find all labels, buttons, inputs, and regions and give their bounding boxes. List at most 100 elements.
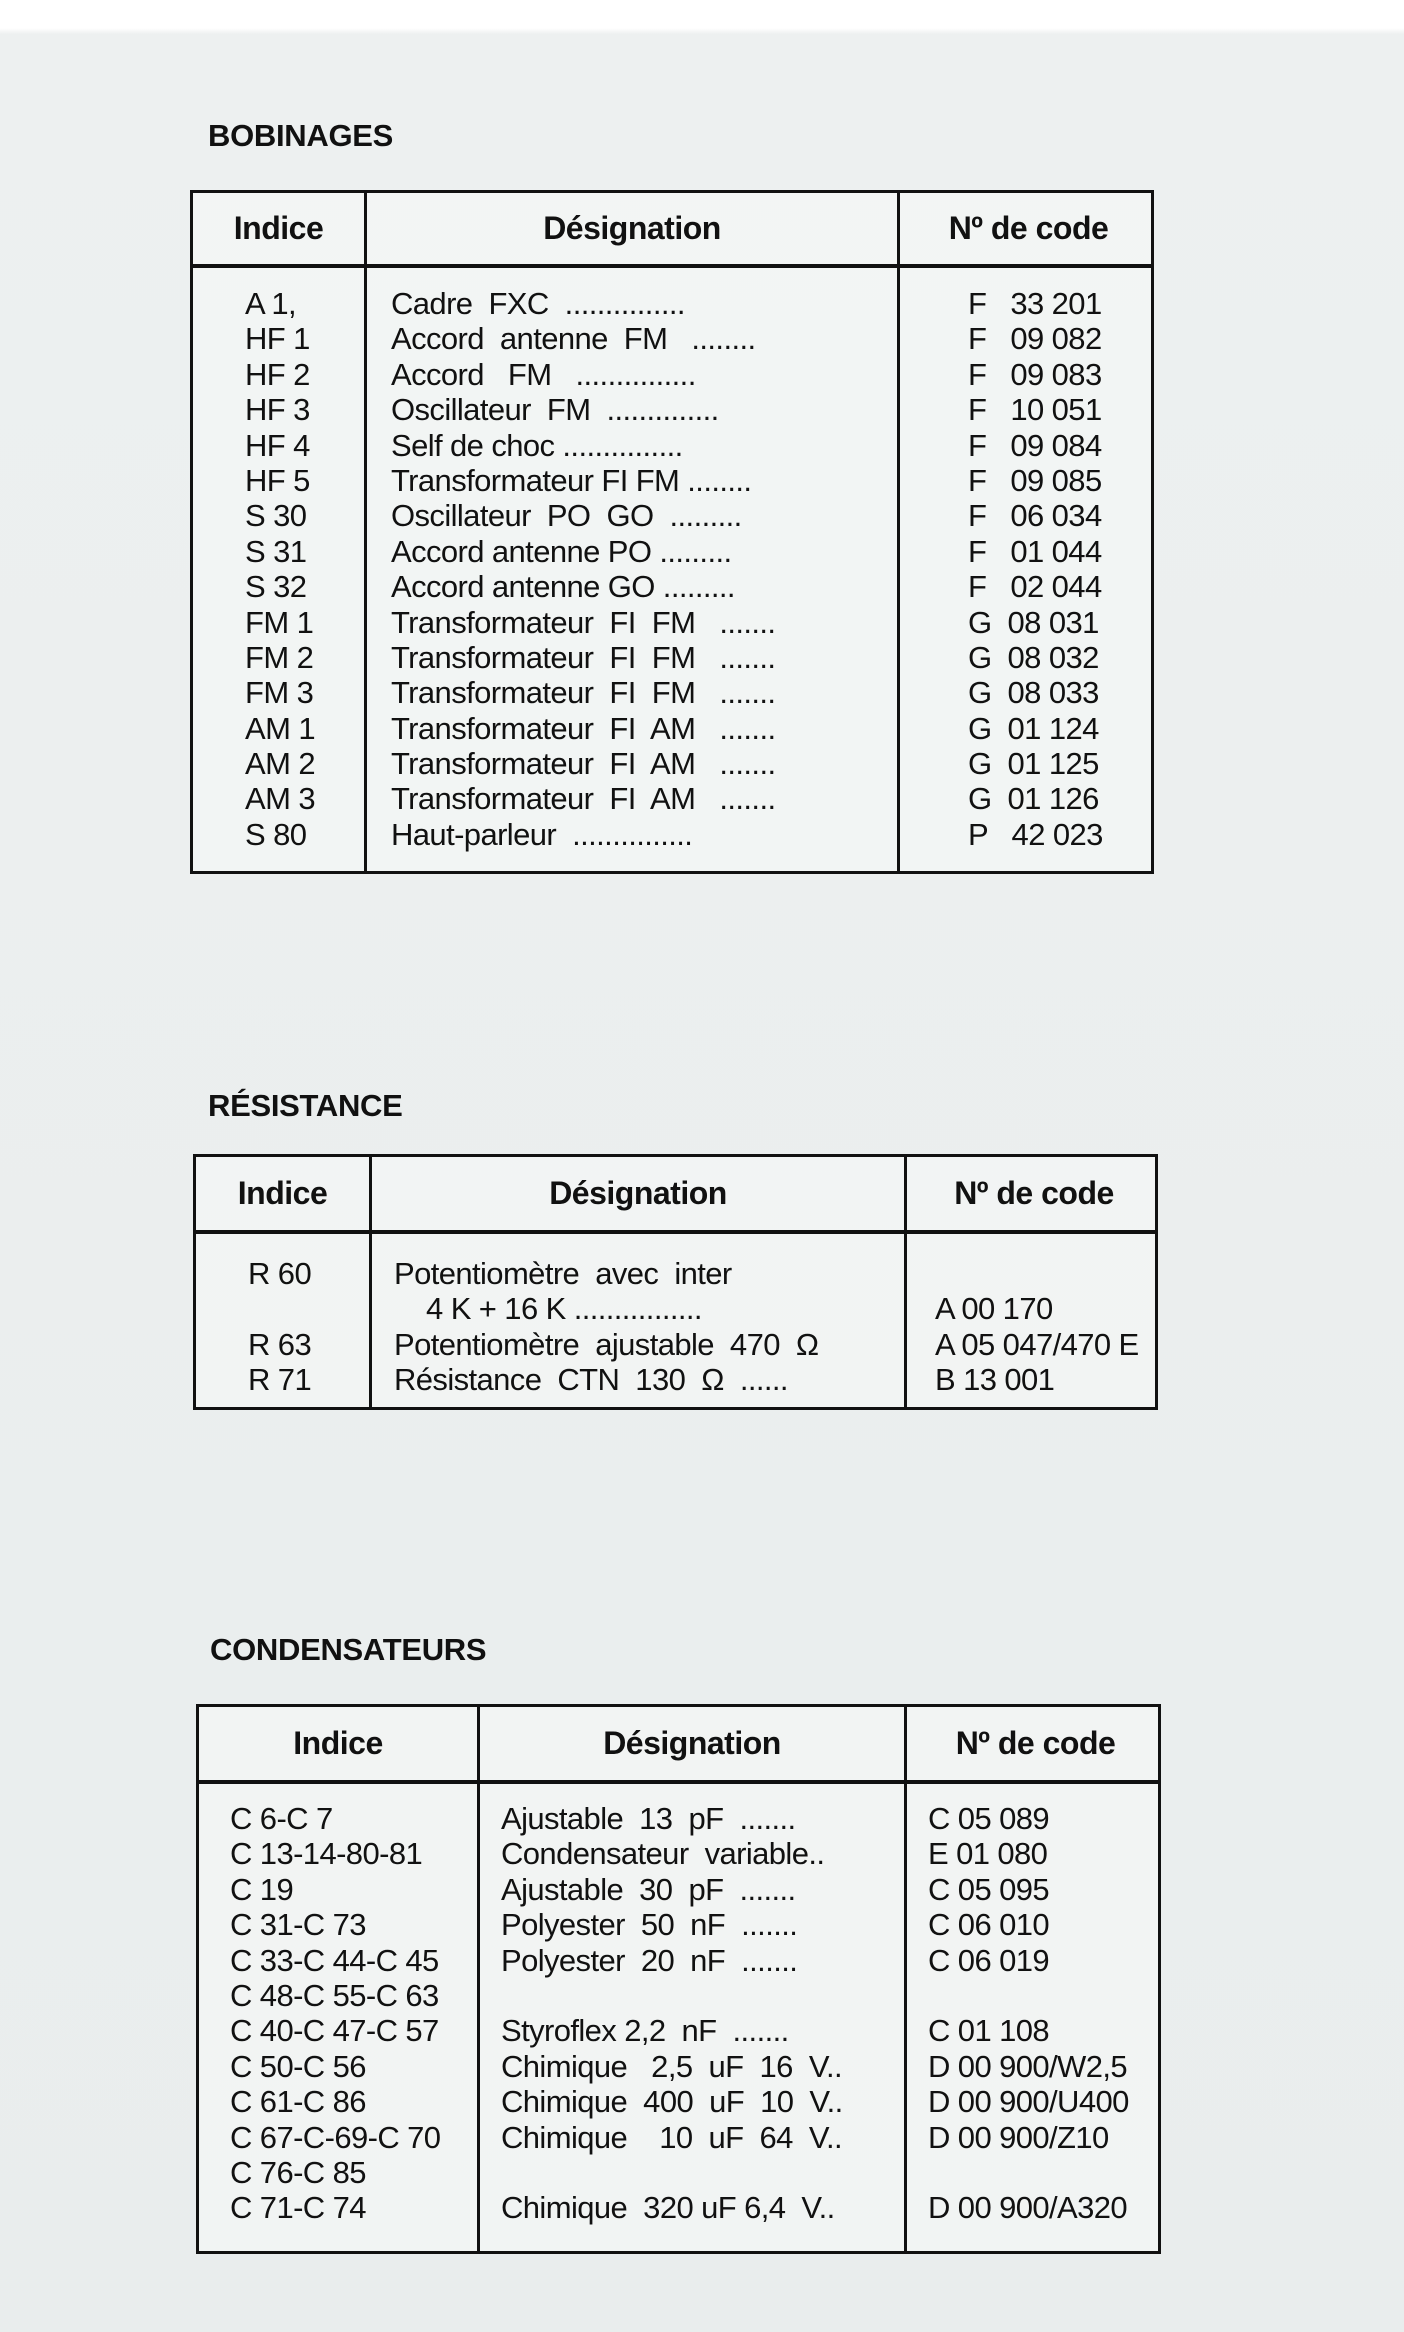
code-cell: D 00 900/A320 [928, 2190, 1128, 2226]
indice-cell: S 32 [245, 569, 307, 605]
indice-cell: S 80 [245, 816, 307, 852]
code-cell: C 06 019 [928, 1942, 1050, 1978]
header-code: Nº de code [904, 1157, 1161, 1230]
indice-cell: C 33-C 44-C 45 [230, 1942, 439, 1978]
code-cell: G 01 125 [968, 746, 1099, 782]
designation-cell: 4 K + 16 K ................ [394, 1291, 702, 1327]
code-cell: F 09 084 [968, 427, 1102, 463]
resistance-table: Indice Désignation Nº de code R 60 R 63 R 71 P… [193, 1154, 1158, 1410]
code-cell: B 13 001 [935, 1362, 1055, 1398]
header-indice: Indice [237, 1175, 328, 1211]
indice-cell: C 40-C 47-C 57 [230, 2013, 439, 2049]
code-cell: D 00 900/U400 [928, 2084, 1129, 2120]
code-cell: F 02 044 [968, 569, 1102, 605]
designation-cell: Accord antenne FM ........ [391, 321, 756, 357]
indice-cell: HF 4 [245, 427, 310, 463]
indice-cell: C 13-14-80-81 [230, 1836, 423, 1872]
indice-cell: C 71-C 74 [230, 2190, 366, 2226]
code-cell: F 09 085 [968, 462, 1102, 498]
designation-cell: Résistance CTN 130 Ω ...... [394, 1362, 789, 1398]
designation-cell: Ajustable 30 pF ....... [501, 1871, 796, 1907]
designation-cell: Transformateur FI FM ....... [391, 604, 776, 640]
indice-cell: C 31-C 73 [230, 1907, 366, 1943]
indice-cell: C 61-C 86 [230, 2084, 366, 2120]
code-cell: G 01 124 [968, 710, 1099, 746]
designation-cell: Ajustable 13 pF ....... [501, 1801, 796, 1836]
indice-cell: FM 1 [245, 604, 314, 640]
designation-cell: Accord FM ............... [391, 356, 696, 392]
header-code: Nº de code [897, 193, 1157, 264]
indice-cell: R 63 [248, 1326, 312, 1362]
indice-cell: AM 1 [245, 710, 316, 746]
designation-cell: Polyester 20 nF ....... [501, 1942, 798, 1978]
code-cell: E 01 080 [928, 1836, 1048, 1872]
code-cell: C 05 089 [928, 1801, 1050, 1836]
designation-cell: Potentiomètre avec inter [394, 1256, 732, 1291]
code-cell [935, 1256, 1161, 1291]
designation-cell: Styroflex 2,2 nF ....... [501, 2013, 789, 2049]
indice-cell: S 31 [245, 533, 307, 569]
code-cell: G 08 032 [968, 639, 1099, 675]
code-cell: F 06 034 [968, 498, 1102, 534]
code-cell [928, 2155, 1164, 2190]
column-designation: Ajustable 13 pF ....... Condensateur vari… [477, 1784, 904, 2251]
code-cell: F 01 044 [968, 533, 1102, 569]
designation-cell: Transformateur FI FM ....... [391, 675, 776, 711]
header-designation: Désignation [369, 1157, 904, 1230]
indice-cell: FM 3 [245, 675, 314, 711]
indice-cell: FM 2 [245, 639, 314, 675]
indice-cell: C 6-C 7 [230, 1801, 333, 1836]
indice-cell: C 50-C 56 [230, 2048, 366, 2084]
designation-cell: Self de choc ............... [391, 427, 683, 463]
column-designation: Potentiomètre avec inter 4 K + 16 K ....… [369, 1234, 904, 1407]
designation-cell: Chimique 2,5 uF 16 V.. [501, 2048, 843, 2084]
table-header: Indice Désignation Nº de code [196, 1157, 1155, 1234]
indice-cell: R 60 [248, 1256, 312, 1291]
column-code: C 05 089 E 01 080 C 05 095 C 06 010 C 06 019… [904, 1784, 1164, 2251]
designation-cell: Transformateur FI AM ....... [391, 746, 776, 782]
indice-cell: S 30 [245, 498, 307, 534]
code-cell: C 05 095 [928, 1871, 1050, 1907]
code-cell: A 00 170 [935, 1291, 1053, 1327]
condensateurs-title: CONDENSATEURS [210, 1632, 487, 1667]
code-cell: C 06 010 [928, 1907, 1050, 1943]
indice-cell: HF 5 [245, 462, 310, 498]
designation-cell [501, 1978, 904, 2013]
designation-cell: Chimique 320 uF 6,4 V.. [501, 2190, 835, 2226]
designation-cell: Transformateur FI AM ....... [391, 781, 776, 817]
designation-cell: Potentiomètre ajustable 470 Ω [394, 1326, 819, 1362]
designation-cell: Chimique 10 uF 64 V.. [501, 2119, 843, 2155]
indice-cell: AM 3 [245, 781, 316, 817]
column-designation: Cadre FXC ............... Accord antenne … [364, 268, 897, 871]
indice-cell: A 1, [245, 286, 297, 321]
designation-cell: Chimique 400 uF 10 V.. [501, 2084, 843, 2120]
indice-cell: HF 3 [245, 392, 310, 428]
designation-cell: Accord antenne GO ......... [391, 569, 736, 605]
designation-cell: Condensateur variable.. [501, 1836, 825, 1872]
code-cell: F 33 201 [968, 286, 1102, 321]
indice-cell: C 67-C-69-C 70 [230, 2119, 441, 2155]
table-header: Indice Désignation Nº de code [193, 193, 1151, 268]
indice-cell: HF 2 [245, 356, 310, 392]
designation-cell: Accord antenne PO ......... [391, 533, 732, 569]
indice-cell: C 48-C 55-C 63 [230, 1977, 439, 2013]
code-cell [928, 1978, 1164, 2013]
column-code: F 33 201 F 09 082 F 09 083 F 10 051 F 09 084… [897, 268, 1157, 871]
code-cell: A 05 047/470 E [935, 1326, 1139, 1362]
code-cell: D 00 900/Z10 [928, 2119, 1109, 2155]
resistance-title: RÉSISTANCE [208, 1088, 403, 1123]
header-code: Nº de code [904, 1707, 1164, 1780]
code-cell: G 08 033 [968, 675, 1099, 711]
indice-cell: C 76-C 85 [230, 2154, 366, 2190]
designation-cell: Transformateur FI FM ....... [391, 639, 776, 675]
designation-cell: Haut-parleur ............... [391, 816, 693, 852]
code-cell: G 08 031 [968, 604, 1099, 640]
designation-cell [501, 2155, 904, 2190]
